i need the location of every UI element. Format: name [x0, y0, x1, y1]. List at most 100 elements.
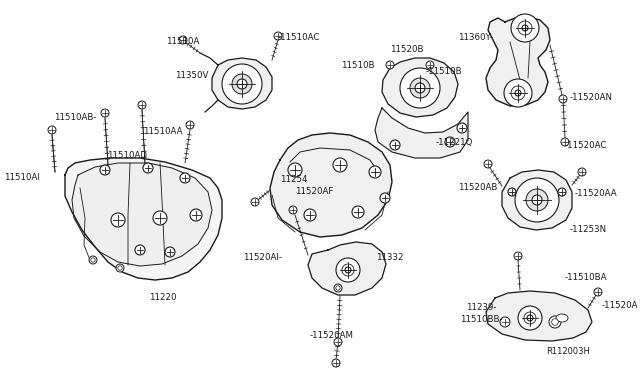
- Text: 11332: 11332: [376, 253, 403, 263]
- Circle shape: [334, 338, 342, 346]
- Circle shape: [524, 312, 536, 324]
- Text: -11520AM: -11520AM: [310, 330, 354, 340]
- Polygon shape: [72, 163, 212, 266]
- Polygon shape: [486, 17, 550, 106]
- Circle shape: [527, 315, 533, 321]
- Circle shape: [251, 198, 259, 206]
- Circle shape: [410, 78, 430, 98]
- Text: -11510AC: -11510AC: [278, 32, 321, 42]
- Circle shape: [222, 64, 262, 104]
- Circle shape: [400, 68, 440, 108]
- Text: 11520AF: 11520AF: [295, 187, 333, 196]
- Text: -11221Q: -11221Q: [436, 138, 474, 147]
- Text: -11520AA: -11520AA: [575, 189, 618, 199]
- Circle shape: [515, 178, 559, 222]
- Text: 11360Y-: 11360Y-: [458, 33, 493, 42]
- Circle shape: [511, 14, 539, 42]
- Text: 11510AB-: 11510AB-: [54, 113, 97, 122]
- Circle shape: [457, 123, 467, 133]
- Circle shape: [352, 206, 364, 218]
- Text: -11253N: -11253N: [570, 225, 607, 234]
- Circle shape: [514, 252, 522, 260]
- Text: -11520AN: -11520AN: [570, 93, 613, 103]
- Text: -11520A: -11520A: [602, 301, 639, 310]
- Circle shape: [186, 121, 194, 129]
- Circle shape: [552, 319, 558, 325]
- Circle shape: [426, 61, 434, 69]
- Circle shape: [111, 213, 125, 227]
- Circle shape: [153, 211, 167, 225]
- Circle shape: [180, 173, 190, 183]
- Text: 11510B: 11510B: [342, 61, 375, 71]
- Circle shape: [333, 158, 347, 172]
- Circle shape: [336, 286, 340, 290]
- Polygon shape: [502, 170, 572, 230]
- Circle shape: [143, 163, 153, 173]
- Circle shape: [190, 209, 202, 221]
- Circle shape: [508, 188, 516, 196]
- Circle shape: [559, 95, 567, 103]
- Polygon shape: [486, 291, 592, 341]
- Circle shape: [342, 264, 354, 276]
- Circle shape: [118, 266, 122, 270]
- Circle shape: [48, 126, 56, 134]
- Circle shape: [578, 168, 586, 176]
- Text: -11510BA: -11510BA: [565, 273, 607, 282]
- Circle shape: [558, 188, 566, 196]
- Text: -11520AC: -11520AC: [565, 141, 607, 150]
- Polygon shape: [270, 133, 392, 237]
- Text: 11510A: 11510A: [166, 38, 200, 46]
- Text: 11520AI-: 11520AI-: [243, 253, 282, 263]
- Circle shape: [532, 195, 542, 205]
- Text: -11510B: -11510B: [426, 67, 463, 77]
- Circle shape: [336, 258, 360, 282]
- Circle shape: [522, 25, 528, 31]
- Circle shape: [289, 206, 297, 214]
- Polygon shape: [382, 58, 458, 117]
- Text: 11510AA: 11510AA: [143, 128, 183, 137]
- Circle shape: [415, 83, 425, 93]
- Circle shape: [518, 21, 532, 35]
- Text: 11510AI: 11510AI: [4, 173, 40, 183]
- Text: 11520AB: 11520AB: [458, 183, 497, 192]
- Polygon shape: [308, 242, 386, 295]
- Circle shape: [518, 306, 542, 330]
- Circle shape: [165, 247, 175, 257]
- Circle shape: [135, 245, 145, 255]
- Text: 11510BB-: 11510BB-: [460, 315, 503, 324]
- Circle shape: [89, 256, 97, 264]
- Circle shape: [288, 163, 302, 177]
- Circle shape: [116, 264, 124, 272]
- Circle shape: [445, 137, 455, 147]
- Circle shape: [179, 36, 187, 44]
- Circle shape: [386, 61, 394, 69]
- Circle shape: [484, 160, 492, 168]
- Text: R112003H: R112003H: [546, 347, 590, 356]
- Circle shape: [101, 109, 109, 117]
- Circle shape: [304, 209, 316, 221]
- Polygon shape: [375, 108, 468, 158]
- Circle shape: [232, 74, 252, 94]
- Circle shape: [334, 284, 342, 292]
- Circle shape: [561, 138, 569, 146]
- Circle shape: [380, 193, 390, 203]
- Circle shape: [138, 101, 146, 109]
- Circle shape: [369, 166, 381, 178]
- Circle shape: [237, 79, 247, 89]
- Text: 11239-: 11239-: [467, 302, 497, 311]
- Circle shape: [526, 189, 548, 211]
- Text: 11254: 11254: [280, 176, 307, 185]
- Text: 11520B: 11520B: [390, 45, 424, 55]
- Text: 11220: 11220: [149, 294, 177, 302]
- Circle shape: [274, 32, 282, 40]
- Circle shape: [390, 140, 400, 150]
- Text: 11510AD: 11510AD: [107, 151, 147, 160]
- Circle shape: [594, 288, 602, 296]
- Ellipse shape: [556, 314, 568, 322]
- Text: 11350V: 11350V: [175, 71, 208, 80]
- Circle shape: [511, 86, 525, 100]
- Polygon shape: [65, 158, 222, 280]
- Circle shape: [500, 317, 510, 327]
- Circle shape: [515, 90, 521, 96]
- Polygon shape: [212, 58, 272, 109]
